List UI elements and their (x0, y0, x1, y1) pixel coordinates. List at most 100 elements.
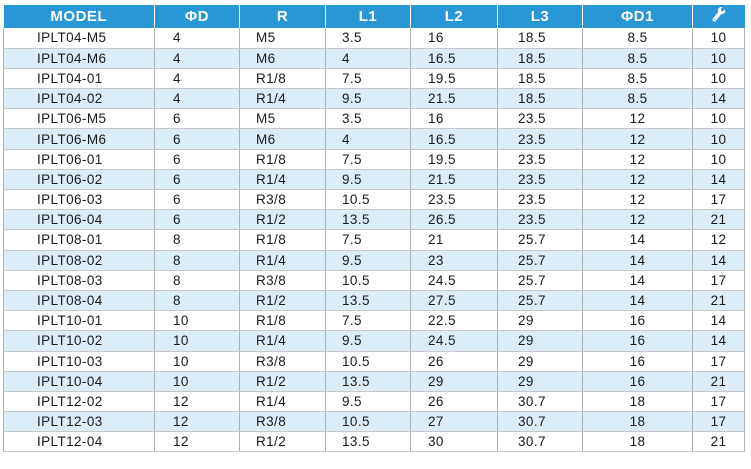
table-row: IPLT12-03 12 R3/8 10.5 27 30.7 18 17 (3, 411, 745, 433)
cell-l1: 13.5 (325, 431, 411, 453)
header-od: ΦD (154, 5, 240, 28)
cell-l1: 7.5 (325, 149, 411, 170)
cell-l1: 4 (325, 128, 411, 150)
cell-wrench-size: 10 (692, 28, 745, 49)
cell-model: IPLT10-03 (3, 351, 155, 372)
cell-od: 4 (154, 88, 240, 110)
cell-r: R3/8 (239, 189, 326, 211)
table-row: IPLT10-02 10 R1/4 9.5 24.5 29 16 14 (3, 330, 745, 352)
cell-l1: 3.5 (325, 28, 411, 49)
cell-od1: 14 (582, 290, 693, 312)
cell-l3: 29 (497, 310, 583, 332)
cell-wrench-size: 14 (692, 169, 745, 191)
cell-od1: 16 (582, 310, 693, 332)
table-body: IPLT04-M5 4 M5 3.5 16 18.5 8.5 10 IPLT04-M6 4 M6 4 1… (3, 28, 745, 453)
cell-model: IPLT04-01 (3, 68, 155, 90)
cell-model: IPLT06-02 (3, 169, 155, 191)
header-row: MODEL ΦD R L1 L2 L3 ΦD1 (3, 5, 745, 28)
cell-od1: 12 (582, 128, 693, 150)
cell-l3: 23.5 (497, 209, 583, 231)
cell-wrench-size: 14 (692, 330, 745, 352)
table-row: IPLT06-M5 6 M5 3.5 16 23.5 12 10 (3, 108, 745, 130)
cell-od1: 14 (582, 250, 693, 271)
cell-r: R1/4 (239, 330, 326, 352)
cell-od1: 8.5 (582, 68, 693, 90)
cell-model: IPLT08-04 (3, 290, 155, 312)
cell-r: R1/8 (239, 310, 326, 332)
table-row: IPLT04-M5 4 M5 3.5 16 18.5 8.5 10 (3, 28, 745, 49)
table-row: IPLT04-01 4 R1/8 7.5 19.5 18.5 8.5 10 (3, 68, 745, 90)
cell-l2: 30 (410, 431, 498, 453)
cell-model: IPLT08-01 (3, 229, 155, 251)
cell-wrench-size: 14 (692, 310, 745, 332)
cell-r: R1/4 (239, 88, 326, 110)
cell-model: IPLT06-01 (3, 149, 155, 170)
cell-model: IPLT04-02 (3, 88, 155, 110)
cell-l3: 18.5 (497, 48, 583, 69)
cell-od: 10 (154, 351, 240, 372)
cell-model: IPLT06-04 (3, 209, 155, 231)
cell-od: 4 (154, 68, 240, 90)
table-row: IPLT08-04 8 R1/2 13.5 27.5 25.7 14 21 (3, 290, 745, 312)
cell-l2: 16 (410, 108, 498, 130)
cell-r: R3/8 (239, 411, 326, 433)
cell-model: IPLT04-M5 (3, 28, 155, 49)
cell-l2: 26.5 (410, 209, 498, 231)
cell-model: IPLT12-04 (3, 431, 155, 453)
cell-model: IPLT08-03 (3, 270, 155, 291)
cell-l2: 19.5 (410, 149, 498, 170)
cell-wrench-size: 12 (692, 229, 745, 251)
cell-r: R1/8 (239, 229, 326, 251)
cell-l2: 21 (410, 229, 498, 251)
cell-l3: 23.5 (497, 108, 583, 130)
cell-od1: 18 (582, 391, 693, 413)
wrench-icon (711, 6, 727, 28)
cell-r: R3/8 (239, 270, 326, 291)
cell-wrench-size: 17 (692, 391, 745, 413)
cell-r: R1/4 (239, 391, 326, 413)
cell-wrench-size: 21 (692, 371, 745, 392)
cell-model: IPLT08-02 (3, 250, 155, 271)
cell-od: 8 (154, 270, 240, 291)
table-row: IPLT12-02 12 R1/4 9.5 26 30.7 18 17 (3, 391, 745, 413)
header-od1: ΦD1 (582, 5, 693, 28)
cell-l1: 9.5 (325, 250, 411, 271)
cell-od: 12 (154, 431, 240, 453)
cell-od1: 16 (582, 330, 693, 352)
header-l1: L1 (325, 5, 411, 28)
cell-l3: 23.5 (497, 169, 583, 191)
cell-l1: 7.5 (325, 229, 411, 251)
cell-l2: 26 (410, 351, 498, 372)
cell-l2: 16 (410, 28, 498, 49)
cell-l3: 29 (497, 371, 583, 392)
cell-od: 4 (154, 28, 240, 49)
table-row: IPLT10-03 10 R3/8 10.5 26 29 16 17 (3, 351, 745, 372)
cell-od1: 14 (582, 270, 693, 291)
cell-od1: 8.5 (582, 88, 693, 110)
cell-r: R1/2 (239, 431, 326, 453)
cell-r: R1/2 (239, 290, 326, 312)
table-header: MODEL ΦD R L1 L2 L3 ΦD1 (3, 5, 745, 28)
cell-l3: 25.7 (497, 270, 583, 291)
cell-od1: 8.5 (582, 48, 693, 69)
cell-l1: 9.5 (325, 330, 411, 352)
cell-od: 8 (154, 250, 240, 271)
cell-r: R3/8 (239, 351, 326, 372)
cell-l2: 16.5 (410, 48, 498, 69)
table-row: IPLT06-03 6 R3/8 10.5 23.5 23.5 12 17 (3, 189, 745, 211)
cell-model: IPLT06-M6 (3, 128, 155, 150)
cell-od: 12 (154, 411, 240, 433)
cell-r: R1/4 (239, 250, 326, 271)
cell-l2: 22.5 (410, 310, 498, 332)
cell-r: M6 (239, 48, 326, 69)
header-r: R (239, 5, 326, 28)
cell-wrench-size: 21 (692, 209, 745, 231)
cell-l3: 25.7 (497, 250, 583, 271)
cell-od1: 18 (582, 411, 693, 433)
cell-od1: 16 (582, 351, 693, 372)
cell-r: M5 (239, 108, 326, 130)
cell-r: M6 (239, 128, 326, 150)
table-row: IPLT08-01 8 R1/8 7.5 21 25.7 14 12 (3, 229, 745, 251)
cell-od1: 18 (582, 431, 693, 453)
cell-l1: 9.5 (325, 88, 411, 110)
